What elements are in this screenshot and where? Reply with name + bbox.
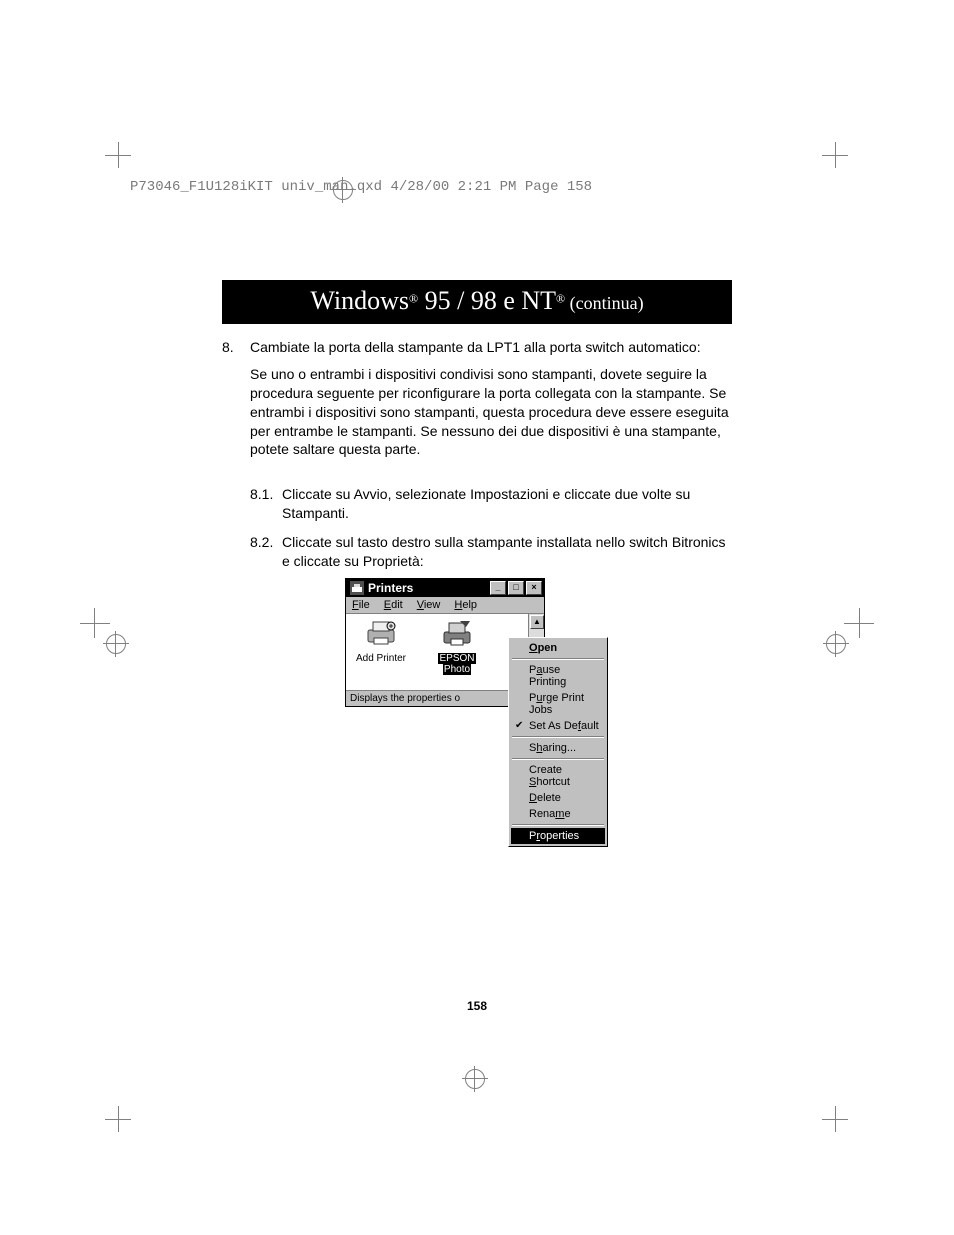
menu-file[interactable]: File — [352, 599, 370, 611]
context-separator — [512, 824, 604, 826]
check-icon: ✔ — [515, 720, 523, 731]
window-title: Printers — [368, 581, 490, 595]
context-open[interactable]: Open — [511, 640, 605, 656]
title-suffix: (continua) — [565, 293, 643, 313]
crop-mark — [94, 608, 95, 638]
title-mid: 95 / 98 e NT — [418, 286, 556, 315]
context-delete[interactable]: Delete — [511, 790, 605, 806]
crop-mark — [80, 623, 110, 624]
context-properties[interactable]: Properties — [511, 828, 605, 844]
title-reg: ® — [409, 292, 418, 306]
scroll-up-button[interactable]: ▲ — [530, 615, 544, 629]
title-reg: ® — [556, 292, 565, 306]
printers-folder-icon — [350, 581, 364, 595]
crop-mark — [822, 1119, 848, 1120]
step-number: 8. — [222, 338, 250, 357]
registration-mark — [826, 634, 846, 654]
crop-mark — [105, 1119, 131, 1120]
context-separator — [512, 658, 604, 660]
registration-mark — [333, 180, 353, 200]
section-title: Windows® 95 / 98 e NT® (continua) — [222, 280, 732, 324]
add-printer-label: Add Printer — [352, 653, 410, 664]
title-prefix: Windows — [310, 286, 409, 315]
context-menu: Open Pause Printing Purge Print Jobs ✔Se… — [508, 637, 608, 847]
print-header: P73046_F1U128iKIT univ_man.qxd 4/28/00 2… — [130, 179, 592, 195]
page-number: 158 — [0, 999, 954, 1013]
context-pause-printing[interactable]: Pause Printing — [511, 662, 605, 690]
menu-edit[interactable]: Edit — [384, 599, 403, 611]
crop-mark — [859, 608, 860, 638]
substep-number: 8.2. — [250, 533, 282, 571]
minimize-button[interactable]: _ — [490, 581, 506, 595]
add-printer-item[interactable]: Add Printer — [352, 618, 410, 688]
context-separator — [512, 736, 604, 738]
body-text: 8. Cambiate la porta della stampante da … — [222, 338, 732, 581]
substep-text: Cliccate sul tasto destro sulla stampant… — [282, 533, 732, 571]
context-create-shortcut[interactable]: Create Shortcut — [511, 762, 605, 790]
registration-mark — [465, 1069, 485, 1089]
substep-row: 8.2. Cliccate sul tasto destro sulla sta… — [250, 533, 732, 571]
registration-mark — [106, 634, 126, 654]
paragraph: Se uno o entrambi i dispositivi condivis… — [250, 365, 732, 459]
add-printer-icon — [364, 618, 398, 648]
substep-row: 8.1. Cliccate su Avvio, selezionate Impo… — [250, 485, 732, 523]
epson-printer-item[interactable]: EPSON Photo — [428, 618, 486, 688]
context-rename[interactable]: Rename — [511, 806, 605, 822]
context-sharing[interactable]: Sharing... — [511, 740, 605, 756]
window-titlebar[interactable]: Printers _ □ × — [346, 579, 544, 597]
maximize-button[interactable]: □ — [508, 581, 524, 595]
step-row: 8. Cambiate la porta della stampante da … — [222, 338, 732, 357]
close-button[interactable]: × — [526, 581, 542, 595]
substep-number: 8.1. — [250, 485, 282, 523]
step-text: Cambiate la porta della stampante da LPT… — [250, 338, 732, 357]
crop-mark — [105, 155, 131, 156]
context-separator — [512, 758, 604, 760]
epson-label-2: Photo — [428, 664, 486, 675]
window-menubar: File Edit View Help — [346, 597, 544, 614]
menu-view[interactable]: View — [417, 599, 441, 611]
context-purge-jobs[interactable]: Purge Print Jobs — [511, 690, 605, 718]
menu-help[interactable]: Help — [454, 599, 477, 611]
printer-icon — [440, 618, 474, 648]
context-set-default[interactable]: ✔Set As Default — [511, 718, 605, 734]
epson-label-1: EPSON — [428, 653, 486, 664]
crop-mark — [822, 155, 848, 156]
printers-window-screenshot: Printers _ □ × File Edit View Help — [345, 578, 545, 707]
window-buttons: _ □ × — [490, 581, 542, 595]
substep-text: Cliccate su Avvio, selezionate Impostazi… — [282, 485, 732, 523]
document-page: P73046_F1U128iKIT univ_man.qxd 4/28/00 2… — [0, 0, 954, 1235]
